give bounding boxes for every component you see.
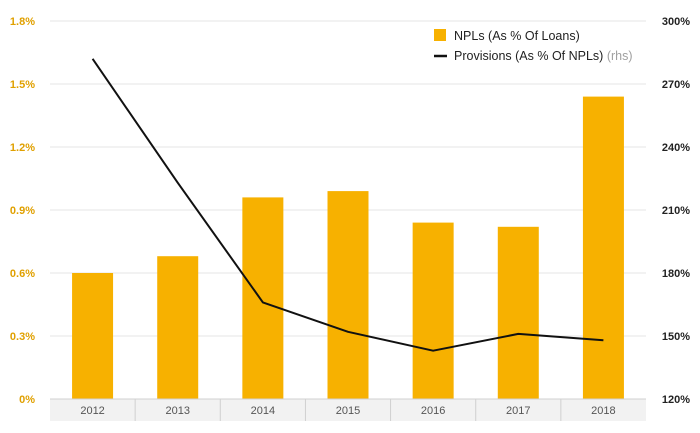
x-tick-label: 2015 (336, 405, 360, 417)
legend-marker-npl (434, 29, 446, 41)
bars (72, 96, 624, 399)
right-tick-label: 120% (662, 394, 690, 406)
legend-label-provisions-text: Provisions (As % Of NPLs) (454, 49, 603, 63)
npl-bar (497, 226, 539, 399)
x-tick-label: 2013 (165, 405, 189, 417)
provisions-line (91, 58, 604, 352)
x-tick-label: 2014 (251, 405, 275, 417)
legend-label-provisions: Provisions (As % Of NPLs) (rhs) (454, 49, 633, 63)
x-tick-label: 2018 (591, 405, 615, 417)
right-tick-label: 270% (662, 79, 690, 91)
left-tick-label: 0.3% (10, 331, 35, 343)
right-tick-label: 240% (662, 142, 690, 154)
npl-bar (157, 256, 199, 399)
left-tick-label: 0.6% (10, 268, 35, 280)
left-tick-label: 0% (19, 394, 35, 406)
legend-label-npl: NPLs (As % Of Loans) (454, 29, 580, 43)
x-tick-label: 2012 (80, 405, 104, 417)
x-axis: 2012 2013 2014 2015 2016 2017 2018 (50, 398, 646, 421)
npl-bar (412, 222, 454, 399)
npl-bar (242, 197, 284, 399)
x-axis-band (50, 399, 646, 421)
npl-bar (327, 191, 369, 399)
left-axis: 0% 0.3% 0.6% 0.9% 1.2% 1.5% 1.8% (10, 16, 35, 406)
x-tick-label: 2016 (421, 405, 445, 417)
left-tick-label: 1.5% (10, 79, 35, 91)
npl-bar (582, 96, 624, 399)
right-tick-label: 210% (662, 205, 690, 217)
npl-bar (72, 273, 114, 399)
right-axis: 120% 150% 180% 210% 240% 270% 300% (662, 16, 690, 406)
provisions-line-group (91, 58, 604, 352)
left-tick-label: 0.9% (10, 205, 35, 217)
right-tick-label: 300% (662, 16, 690, 28)
right-tick-label: 180% (662, 268, 690, 280)
right-tick-label: 150% (662, 331, 690, 343)
left-tick-label: 1.8% (10, 16, 35, 28)
x-tick-label: 2017 (506, 405, 530, 417)
legend: NPLs (As % Of Loans) Provisions (As % Of… (434, 29, 633, 63)
left-tick-label: 1.2% (10, 142, 35, 154)
legend-label-provisions-suffix: (rhs) (603, 49, 632, 63)
